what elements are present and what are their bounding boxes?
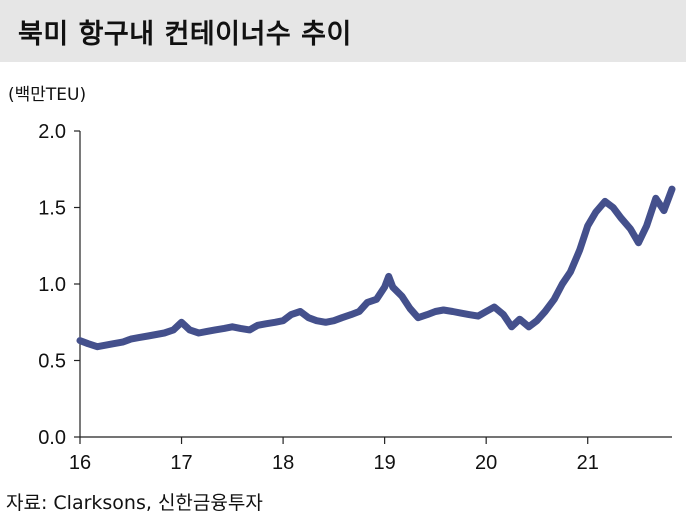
title-bar [0, 0, 686, 62]
y-tick-label: 2.0 [38, 121, 66, 143]
y-tick-label: 1.5 [38, 198, 66, 220]
chart-axes [79, 131, 672, 438]
y-tick-label: 0.5 [38, 351, 66, 373]
x-tick-label: 21 [577, 452, 599, 474]
x-tick-label: 16 [69, 452, 91, 474]
chart-title: 북미 항구내 컨테이너수 추이 [18, 19, 352, 50]
x-tick-label: 18 [272, 452, 294, 474]
source-note: 자료: Clarksons, 신한금융투자 [6, 492, 263, 514]
y-tick-label: 0.0 [38, 427, 66, 449]
y-tick-label: 1.0 [38, 274, 66, 296]
series-group [76, 185, 676, 351]
series-line [76, 185, 676, 351]
x-tick-label: 17 [170, 452, 192, 474]
x-tick-label: 19 [374, 452, 396, 474]
y-axis-ticks: 0.0 0.5 1.0 1.5 2.0 [38, 121, 80, 449]
x-tick-label: 20 [475, 452, 497, 474]
y-axis-unit-label: (백만TEU) [8, 85, 87, 105]
x-axis-ticks: 16 17 18 19 20 21 [69, 437, 599, 474]
